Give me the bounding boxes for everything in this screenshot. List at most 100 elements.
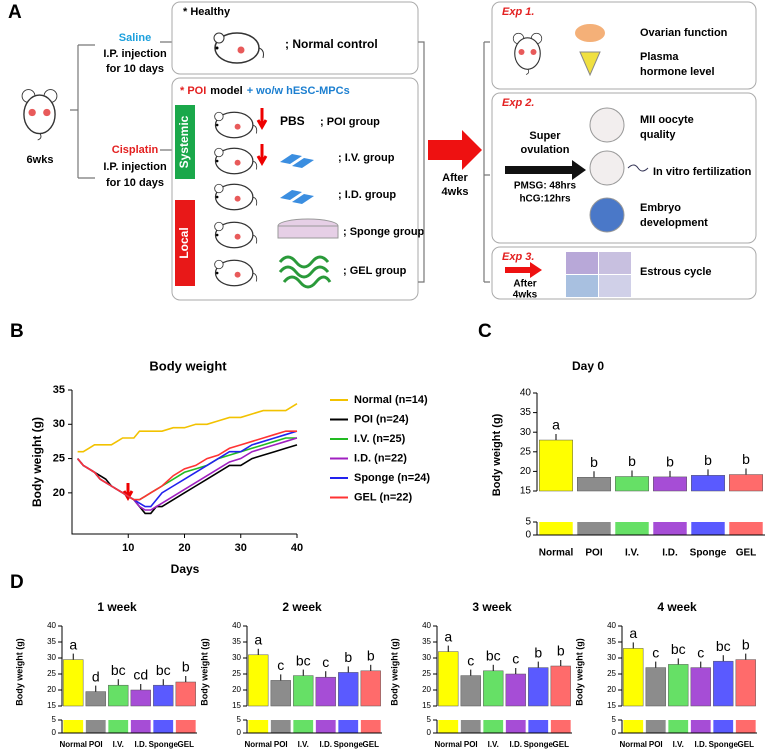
bar <box>130 689 151 707</box>
poi-header: * POI model + wo/w hESC-MPCs <box>180 85 350 97</box>
exp-text: quality <box>640 129 676 141</box>
smear-image <box>566 275 598 297</box>
x-tick-label: Normal <box>619 740 647 749</box>
significance-label: bc <box>671 641 686 657</box>
bar <box>690 667 711 707</box>
bar <box>713 660 734 707</box>
bar <box>577 477 611 492</box>
x-tick-label: 40 <box>291 542 303 554</box>
after: After <box>513 279 536 290</box>
x-tick-label: Normal <box>434 740 462 749</box>
significance-label: c <box>697 644 704 660</box>
model: model <box>210 85 242 97</box>
bar <box>293 675 314 707</box>
chart-title: 2 week <box>282 600 322 614</box>
y-tick-label: 40 <box>232 621 241 630</box>
chart-title: Day 0 <box>572 359 604 373</box>
x-tick-label: POI <box>89 740 103 749</box>
y-tick-label: 35 <box>47 637 56 646</box>
sponge-icon <box>277 225 339 239</box>
exp-text: PMSG: 48hrs <box>514 181 577 192</box>
systemic: Systemic <box>177 115 191 168</box>
y-axis-label: Body weight (g) <box>389 638 399 706</box>
exp-text: Super <box>529 130 561 142</box>
chart-title: Body weight <box>149 358 227 373</box>
bar-base <box>550 720 571 733</box>
bar-base <box>729 522 763 535</box>
group-label: ; I.D. group <box>338 189 396 201</box>
y-axis-label: Body weight (g) <box>199 638 209 706</box>
cell-icons <box>280 154 314 204</box>
bar <box>108 684 129 707</box>
y-tick-label: 0 <box>525 530 531 541</box>
treatment: + wo/w hESC-MPCs <box>247 85 350 97</box>
bar <box>623 648 644 707</box>
y-tick-label: 20 <box>47 685 56 694</box>
mouse-icon <box>21 88 58 141</box>
bar <box>645 667 666 707</box>
y-tick-label: 35 <box>232 637 241 646</box>
y-tick-label: 40 <box>422 621 431 630</box>
x-tick-label: Sponge <box>334 740 364 749</box>
y-tick-label: 20 <box>53 487 65 499</box>
x-tick-label: GEL <box>178 740 195 749</box>
bar <box>729 474 763 492</box>
panel-label: D <box>10 572 24 593</box>
y-tick-label: 30 <box>422 653 431 662</box>
y-tick-label: 30 <box>232 653 241 662</box>
bar-base <box>645 720 666 733</box>
x-tick-label: GEL <box>363 740 380 749</box>
significance-label: c <box>277 657 284 673</box>
significance-label: bc <box>156 662 171 678</box>
y-tick-label: 15 <box>422 701 431 710</box>
legend-label: Sponge (n=24) <box>354 472 430 484</box>
exp-text: Estrous cycle <box>640 266 712 278</box>
x-tick-label: I.D. <box>510 740 522 749</box>
bar <box>248 654 269 707</box>
bar-base <box>175 720 196 733</box>
y-tick-label: 15 <box>607 701 616 710</box>
y-tick-label: 5 <box>525 517 531 528</box>
y-tick-label: 25 <box>520 446 532 457</box>
significance-label: c <box>322 654 329 670</box>
bar-base <box>668 720 689 733</box>
bar-base <box>360 720 381 733</box>
chart-title: 3 week <box>472 600 512 614</box>
bar <box>175 681 196 707</box>
series-line <box>77 444 298 515</box>
exp-text: In vitro fertilization <box>653 166 752 178</box>
bar-base <box>108 720 129 733</box>
y-axis-label: Body weight (g) <box>491 413 503 496</box>
y-tick-label: 35 <box>607 637 616 646</box>
healthy: * Healthy <box>183 6 231 18</box>
gel-icon <box>278 255 332 289</box>
x-tick-label: POI <box>649 740 663 749</box>
y-tick-label: 30 <box>47 653 56 662</box>
significance-label: b <box>742 451 750 467</box>
significance-label: b <box>557 643 565 659</box>
bar-base <box>713 720 734 733</box>
series-line <box>77 430 297 501</box>
x-tick-label: POI <box>585 548 602 559</box>
bar <box>153 684 174 707</box>
ovary-icon <box>575 24 605 42</box>
bar <box>550 665 571 707</box>
significance-label: a <box>69 636 77 652</box>
y-tick-label: 30 <box>53 418 65 430</box>
significance-label: bc <box>296 652 311 668</box>
bar <box>653 476 687 492</box>
axis <box>71 390 297 535</box>
bar-base <box>248 720 269 733</box>
legend-label: I.V. (n=25) <box>354 433 406 445</box>
x-tick-label: I.D. <box>135 740 147 749</box>
pbs: PBS <box>280 114 305 128</box>
significance-label: b <box>704 452 712 468</box>
significance-label: a <box>629 625 637 641</box>
y-tick-label: 15 <box>232 701 241 710</box>
exp-label: Exp 2. <box>502 97 534 109</box>
group-label: ; Sponge group <box>343 226 425 238</box>
exp-label: Exp 1. <box>502 6 534 18</box>
bar-base <box>153 720 174 733</box>
significance-label: b <box>590 454 598 470</box>
y-tick-label: 30 <box>607 653 616 662</box>
